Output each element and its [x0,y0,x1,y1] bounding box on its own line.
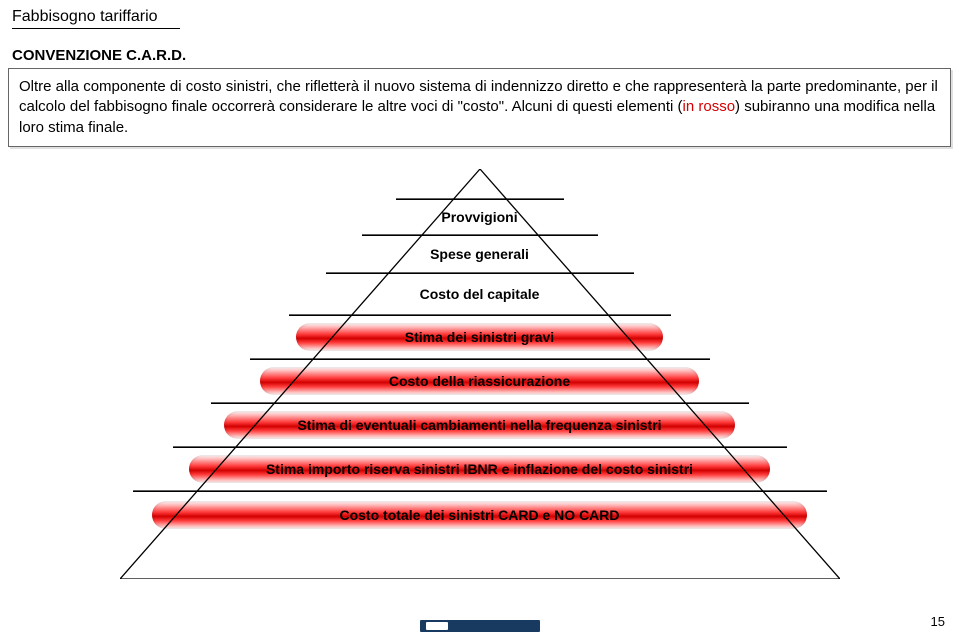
pyramid-band-8: Costo totale dei sinistri CARD e NO CARD [133,491,827,539]
pyramid-band-1: Provvigioni [396,199,564,235]
pyramid-band-label: Stima dei sinistri gravi [296,323,663,351]
cost-pyramid-diagram: Provvigioni Spese generali Costo del capit… [120,169,840,579]
pyramid-band-label: Stima di eventuali cambiamenti nella fre… [224,411,735,439]
pyramid-band-7: Stima importo riserva sinistri IBNR e in… [173,447,787,491]
pyramid-band-3: Costo del capitale [326,273,634,315]
pyramid-band-label: Costo del capitale [420,286,540,302]
ania-footer-logo [420,620,540,632]
pyramid-band-5: Costo della riassicurazione [250,359,710,403]
description-in-rosso: in rosso [683,98,736,115]
page-header-title: Fabbisogno tariffario [12,8,180,29]
pyramid-band-4: Stima dei sinistri gravi [289,315,671,359]
pyramid-band-label: Stima importo riserva sinistri IBNR e in… [189,455,770,483]
pyramid-band-0 [454,169,506,199]
page-number: 15 [931,614,945,629]
pyramid-band-label: Spese generali [430,246,529,262]
pyramid-band-6: Stima di eventuali cambiamenti nella fre… [211,403,749,447]
description-box: Oltre alla componente di costo sinistri,… [8,68,951,147]
pyramid-band-label: Provvigioni [441,209,517,225]
pyramid-band-2: Spese generali [362,235,598,273]
pyramid-band-label: Costo totale dei sinistri CARD e NO CARD [152,501,806,529]
pyramid-band-label: Costo della riassicurazione [260,367,699,395]
convenzione-subtitle: CONVENZIONE C.A.R.D. [12,47,947,64]
